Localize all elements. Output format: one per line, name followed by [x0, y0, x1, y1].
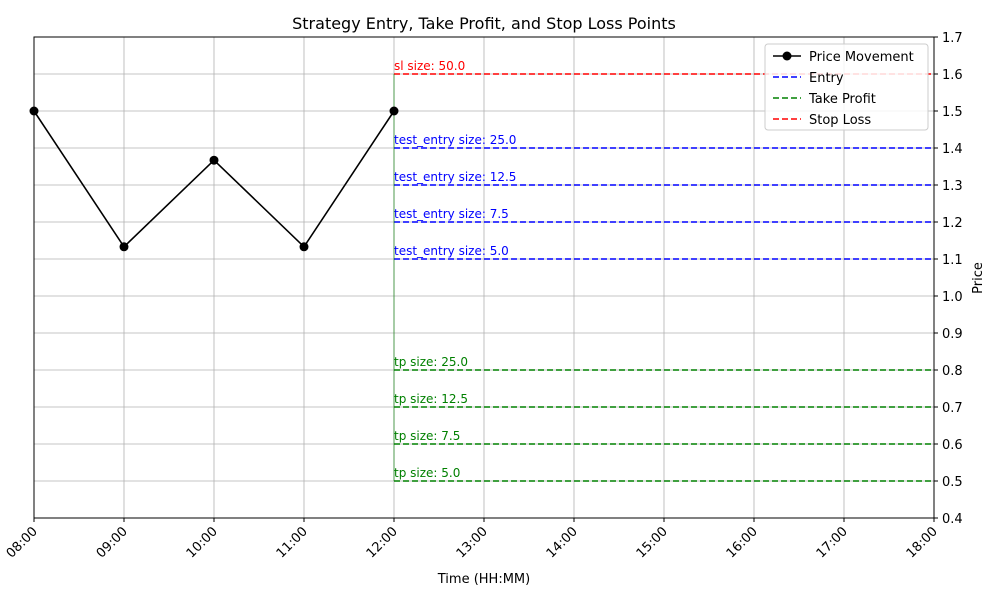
legend: Price Movement Entry Take Profit Stop Loss [764, 43, 929, 131]
y-tick-label: 0.6 [942, 438, 963, 453]
legend-box [764, 43, 929, 131]
x-tick-label: 12:00 [364, 524, 401, 561]
y-axis: 0.4 0.5 0.6 0.7 0.8 0.9 1.0 1.1 1.2 1.3 1.4 1.5 1.6 1… [934, 31, 963, 527]
legend-label: Take Profit [808, 92, 876, 107]
y-tick-label: 1.3 [942, 179, 963, 194]
y-tick-label: 1.7 [942, 31, 963, 46]
x-tick-label: 13:00 [454, 524, 491, 561]
x-tick-label: 16:00 [724, 524, 761, 561]
x-tick-label: 08:00 [4, 524, 41, 561]
y-tick-label: 1.1 [942, 253, 963, 268]
x-tick-label: 14:00 [544, 524, 581, 561]
y-tick-label: 0.8 [942, 364, 963, 379]
x-tick-label: 15:00 [634, 524, 671, 561]
y-axis-title: Price [971, 262, 986, 294]
x-tick-label: 10:00 [184, 524, 221, 561]
level-label: test_entry size: 7.5 [394, 207, 509, 221]
x-tick-label: 09:00 [94, 524, 131, 561]
price-point [119, 242, 129, 252]
level-label: tp size: 25.0 [394, 355, 468, 369]
y-tick-label: 1.5 [942, 105, 963, 120]
x-tick-label: 11:00 [274, 524, 311, 561]
level-label: test_entry size: 25.0 [394, 133, 516, 147]
x-tick-label: 18:00 [904, 524, 941, 561]
level-label: tp size: 5.0 [394, 466, 460, 480]
price-point [389, 106, 399, 116]
series-layer [29, 106, 399, 252]
level-label: tp size: 7.5 [394, 429, 460, 443]
y-tick-label: 0.5 [942, 475, 963, 490]
y-tick-label: 1.0 [942, 290, 963, 305]
legend-label: Entry [809, 71, 844, 86]
y-tick-label: 0.9 [942, 327, 963, 342]
y-tick-label: 1.6 [942, 68, 963, 83]
price-point [209, 155, 219, 165]
chart-title: Strategy Entry, Take Profit, and Stop Lo… [292, 14, 676, 33]
level-label: tp size: 12.5 [394, 392, 468, 406]
level-label: test_entry size: 12.5 [394, 170, 516, 184]
levels-layer: sl size: 50.0 test_entry size: 25.0 test_e… [393, 59, 934, 482]
legend-label: Price Movement [809, 50, 914, 65]
y-tick-label: 1.2 [942, 216, 963, 231]
x-tick-label: 17:00 [814, 524, 851, 561]
y-tick-label: 0.4 [942, 512, 963, 527]
level-label: test_entry size: 5.0 [394, 244, 509, 258]
x-axis: 08:00 09:00 10:00 11:00 12:00 13:00 14:00 15:00… [4, 518, 941, 561]
legend-marker [782, 51, 792, 61]
legend-label: Stop Loss [809, 113, 871, 128]
level-label: sl size: 50.0 [394, 59, 465, 73]
y-tick-label: 0.7 [942, 401, 963, 416]
x-axis-title: Time (HH:MM) [437, 572, 530, 587]
price-point [299, 242, 309, 252]
y-tick-label: 1.4 [942, 142, 963, 157]
